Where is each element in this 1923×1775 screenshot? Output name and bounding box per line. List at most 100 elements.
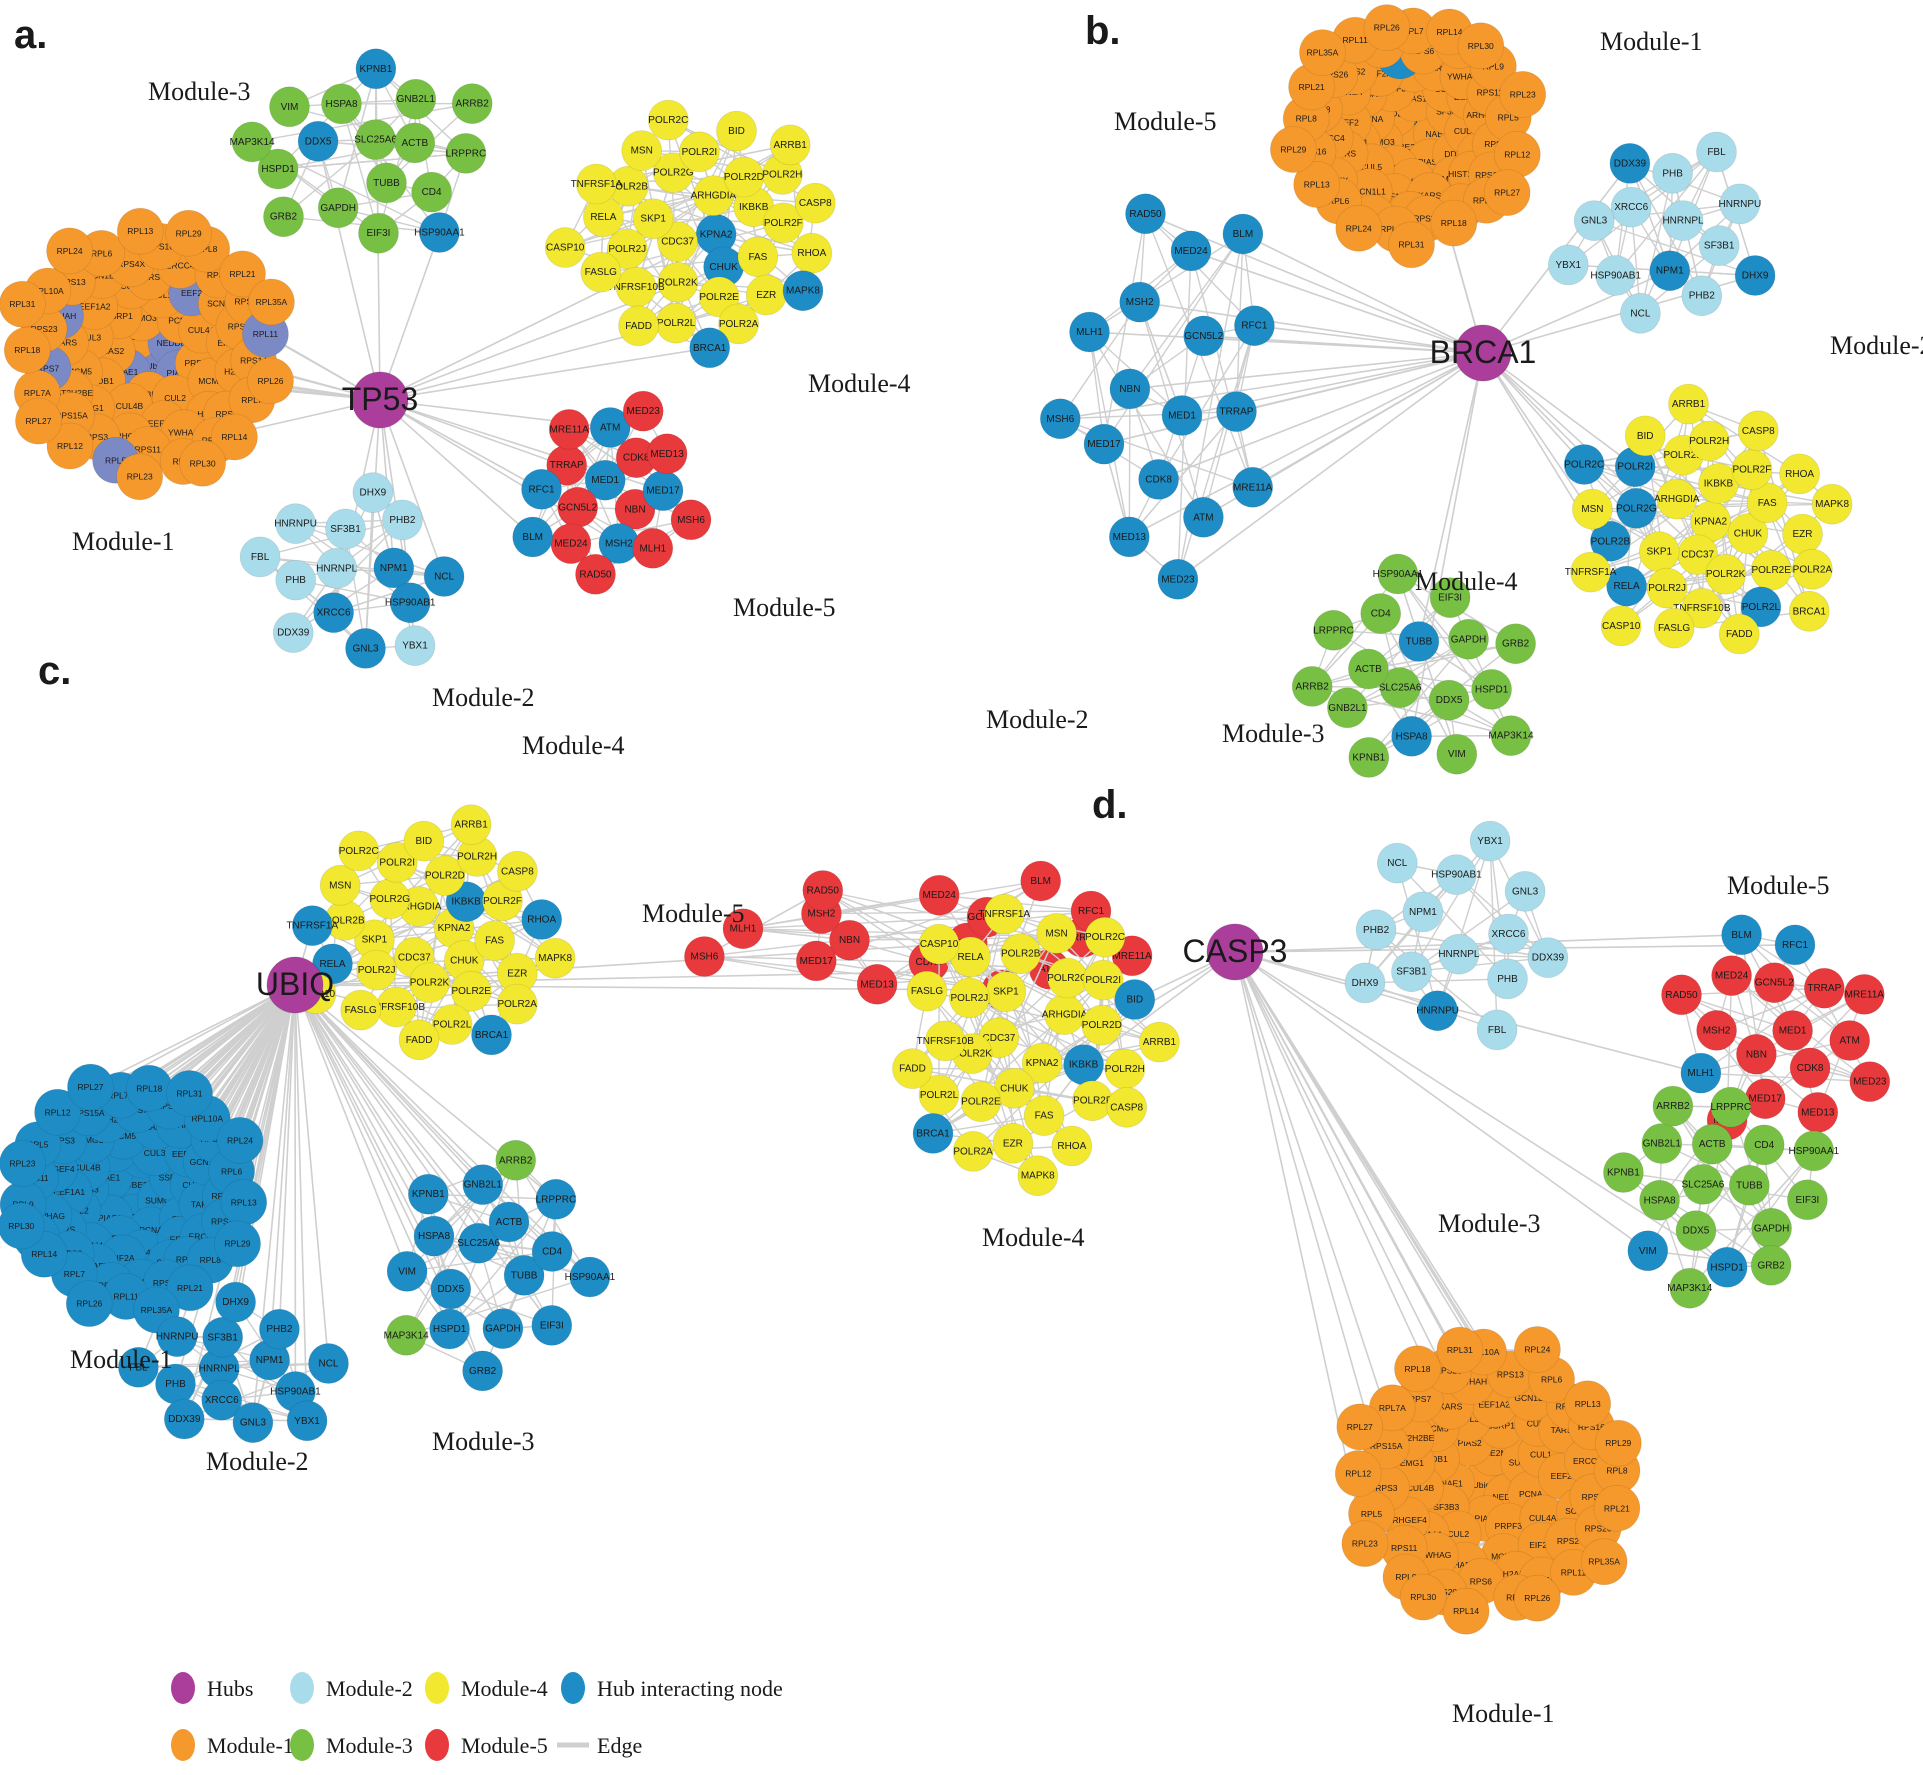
node-label: RPS23 <box>1413 214 1440 224</box>
node-MED24 <box>918 874 960 916</box>
node-label: LRPPRC <box>536 1194 577 1205</box>
node-label: GNL3 <box>1581 216 1608 227</box>
node-TRRAP <box>1803 967 1845 1009</box>
node-RHOA <box>1051 1125 1093 1167</box>
node-label: NAE1 <box>1441 1479 1463 1489</box>
node-label: RPL31 <box>9 299 35 309</box>
node-label: HSP90AA1 <box>565 1272 616 1283</box>
node-label: VIM <box>398 1266 416 1277</box>
node-label: TNFRSF10B <box>1673 603 1731 614</box>
node-LRPPRC <box>445 132 487 174</box>
panel-letter: a. <box>14 13 47 57</box>
node-label: KARS <box>1439 1401 1462 1411</box>
node-label: CD4 <box>422 187 442 198</box>
node-POLR2J <box>606 228 648 270</box>
node-DHX9 <box>1344 962 1386 1004</box>
node-ARHGDIA <box>1656 478 1698 520</box>
node-label: CUL4B <box>116 401 144 411</box>
node-label: POLR2G <box>370 894 411 905</box>
node-label: HSP90AA1 <box>1373 569 1424 580</box>
module-label: Module-2 <box>206 1447 309 1476</box>
node-label: RPS26 <box>1585 1523 1612 1533</box>
legend-item-module-4: Module-4 <box>425 1672 548 1704</box>
node-label: FADD <box>625 321 652 332</box>
node-RPL30 <box>179 439 227 487</box>
node-label: ERCC4 <box>166 261 195 271</box>
node-label: POLR2C <box>648 115 688 126</box>
node-label: NAE1 <box>98 1173 120 1183</box>
node-label: UBE2M <box>1478 1448 1507 1458</box>
node-label: TARS <box>191 1200 213 1210</box>
legend-label: Module-2 <box>326 1676 413 1701</box>
node-label: MAPK8 <box>538 953 572 964</box>
node-MED24 <box>1711 955 1752 996</box>
node-label: POLR2J <box>608 244 646 255</box>
node-label: FASLG <box>1658 623 1690 634</box>
node-label: DDX39 <box>168 1414 201 1425</box>
module-label: Module-5 <box>733 593 836 622</box>
node-label: YBX1 <box>1477 836 1503 847</box>
node-TNFRSF1A <box>576 163 617 205</box>
node-label: GCN5L2 <box>1755 978 1794 989</box>
node-label: MRE11A <box>550 424 590 435</box>
node-label: KPNA2 <box>700 229 733 240</box>
node-LRPPRC <box>1710 1086 1752 1128</box>
node-label: DDX39 <box>277 628 310 639</box>
node-RPL29 <box>1594 1419 1642 1467</box>
node-label: RPL24 <box>57 246 83 256</box>
node-RPL30 <box>0 1202 45 1250</box>
node-RPL24 <box>46 227 93 275</box>
panel-a: SLC25A6 TUBB DDX5 ACTB GAPDH HSPA8 CD4 HSPD1 GNB… <box>0 13 911 712</box>
node-label: RPL35A <box>1307 48 1339 58</box>
node-label: GNL3 <box>352 643 379 654</box>
node-HNRNPU <box>1417 990 1458 1032</box>
node-label: NCL <box>434 572 454 583</box>
node-label: RPL9 <box>1483 62 1505 72</box>
node-POLR2I <box>679 131 720 173</box>
node-label: BRCA1 <box>693 343 727 354</box>
node-label: MRE11A <box>1233 482 1273 493</box>
node-RPL31 <box>1436 1326 1484 1374</box>
node-label: POLR2H <box>1105 1064 1145 1075</box>
node-label: RPL35A <box>141 1305 173 1315</box>
node-label: GNB2L1 <box>1643 1139 1682 1150</box>
node-RPL21 <box>1593 1484 1641 1532</box>
node-RAD50 <box>1125 193 1166 235</box>
node-label: GCN1L1 <box>1514 1393 1547 1403</box>
node-MSH2 <box>1119 281 1161 323</box>
node-label: RPS15A <box>55 410 88 420</box>
node-DDX39 <box>272 612 314 653</box>
node-label: FAS <box>748 252 767 263</box>
node-DDX5 <box>1675 1210 1717 1251</box>
node-MAP3K14 <box>1669 1267 1711 1309</box>
node-POLR2K <box>409 962 450 1003</box>
node-label: NCL <box>318 1359 338 1370</box>
node-label: POLR2E <box>1751 565 1791 576</box>
node-HSP90AB1 <box>1595 255 1637 296</box>
node-EZR <box>992 1122 1034 1164</box>
node-PHB <box>1652 152 1693 194</box>
module-label: Module-5 <box>1114 107 1217 136</box>
node-NBN <box>1736 1033 1777 1075</box>
node-label: MRE11A <box>1112 951 1152 962</box>
node-label: RPL7 <box>64 1269 86 1279</box>
node-label: RPS3 <box>1375 1483 1397 1493</box>
node-label: MRE11A <box>1845 989 1885 1000</box>
node-label: RPL24 <box>1524 1345 1550 1355</box>
node-FBL <box>1696 131 1737 173</box>
node-label: SKP1 <box>993 987 1019 998</box>
node-label: RPL8 <box>1606 1465 1628 1475</box>
node-BRCA1 <box>912 1113 954 1154</box>
node-label: CUL4A <box>1529 1513 1557 1523</box>
node-label: IKBKB <box>739 202 769 213</box>
node-SF3B1 <box>1698 225 1740 267</box>
node-label: ARHGDIA <box>1042 1010 1088 1021</box>
node-FBL <box>1476 1009 1518 1051</box>
node-YBX1 <box>1469 820 1511 862</box>
node-label: RPL30 <box>1468 41 1494 51</box>
node-RPL24 <box>216 1117 264 1164</box>
node-label: HSPA8 <box>418 1231 450 1242</box>
node-label: RPS15A <box>72 1108 105 1118</box>
node-label: MED13 <box>650 449 684 460</box>
cluster-c-module-1: UbiqUBE2MNEDD8NAE1SUMO3PIAS1PIAS2PCNASF3… <box>0 1063 268 1334</box>
